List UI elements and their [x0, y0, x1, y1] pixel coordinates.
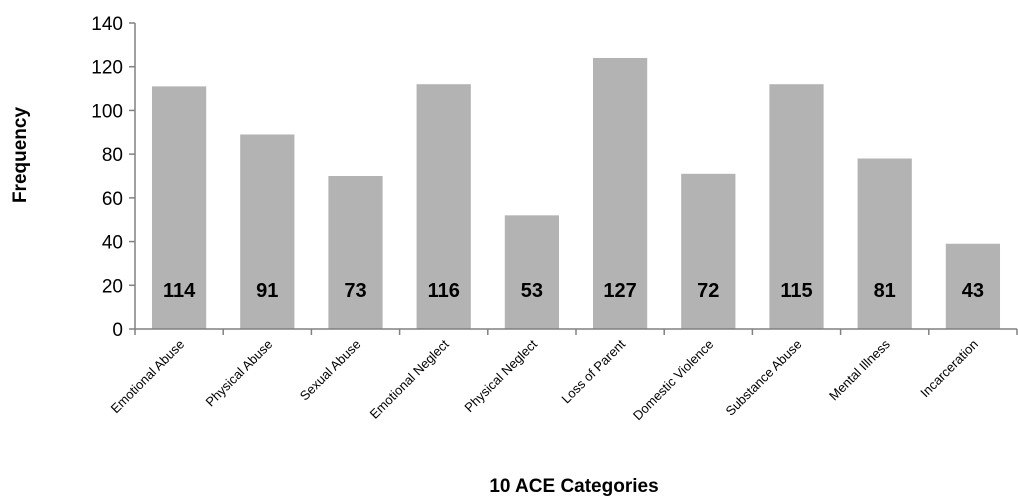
y-tick-label: 60	[102, 189, 123, 210]
bars-group	[151, 57, 1001, 329]
y-tick-label: 20	[102, 276, 123, 297]
x-tick-label: Physical Neglect	[461, 336, 540, 415]
bar-loss-of-parent	[592, 57, 648, 329]
data-label: 114	[163, 280, 196, 302]
bar-physical-abuse	[240, 134, 295, 329]
data-labels-group: 114 91 73 116 53 127 72 115 81 43	[163, 280, 984, 302]
data-label: 53	[521, 280, 543, 302]
x-tick-label: Incarceration	[917, 337, 981, 401]
y-axis-title: Frequency	[10, 107, 31, 204]
x-tick-label: Physical Abuse	[202, 337, 275, 410]
data-label: 81	[874, 280, 896, 302]
bar-emotional-neglect	[416, 84, 471, 329]
bar-physical-neglect	[504, 215, 560, 329]
x-tick-label: Substance Abuse	[722, 337, 804, 419]
bar-incarceration	[945, 243, 1001, 329]
x-tick-label: Emotional Abuse	[108, 337, 188, 417]
y-tick-label: 0	[112, 320, 123, 341]
y-ticks-group: 0 20 40 60 80 100 120 140	[91, 14, 135, 341]
data-label: 115	[780, 280, 812, 302]
bar-substance-abuse	[769, 84, 824, 329]
y-tick-label: 120	[91, 58, 123, 79]
y-tick-label: 80	[102, 145, 123, 166]
x-tick-label: Mental Illness	[826, 336, 893, 403]
data-label: 91	[256, 280, 278, 302]
bar-mental-illness	[857, 158, 912, 329]
y-tick-label: 140	[91, 14, 123, 35]
data-label: 43	[962, 280, 984, 302]
x-tick-label: Domestic Violence	[630, 337, 717, 424]
data-label: 73	[344, 280, 366, 302]
bar-emotional-abuse	[151, 86, 207, 329]
x-axis-title: 10 ACE Categories	[489, 476, 658, 497]
data-label: 127	[603, 280, 636, 302]
data-label: 116	[428, 280, 460, 302]
x-tick-label: Loss of Parent	[558, 336, 628, 406]
x-tick-label: Emotional Neglect	[367, 336, 452, 421]
bar-domestic-violence	[681, 173, 736, 329]
y-tick-label: 40	[102, 233, 123, 254]
data-label: 72	[697, 280, 719, 302]
y-tick-label: 100	[91, 101, 123, 122]
bar-sexual-abuse	[328, 176, 383, 329]
x-tick-label: Sexual Abuse	[297, 337, 364, 404]
x-ticks-group: Emotional Abuse Physical Abuse Sexual Abus…	[108, 329, 1018, 424]
